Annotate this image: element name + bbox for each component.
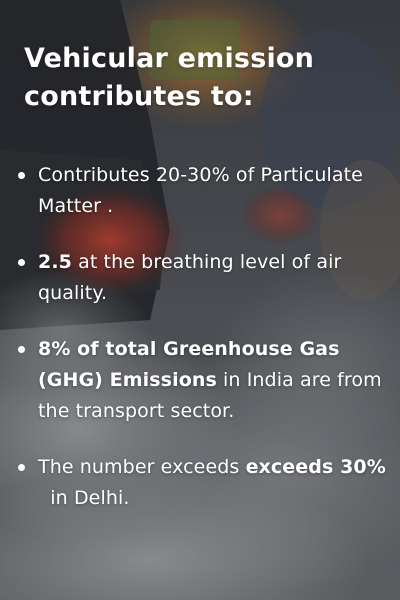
bullet-item: 8% of total Greenhouse Gas (GHG) Emissio… [16, 334, 388, 427]
bullet-text: The number exceeds [38, 456, 246, 478]
bullet-icon [18, 259, 25, 266]
bullet-icon [18, 464, 25, 471]
bullet-text: Contributes 20-30% of Particulate Matter… [38, 164, 363, 217]
bullet-item: The number exceeds exceeds 30% in Delhi. [16, 452, 388, 514]
page-title: Vehicular emission contributes to: [24, 43, 315, 112]
bullet-item: 2.5 at the breathing level of air qualit… [16, 247, 388, 309]
bullet-text: in India are from the transport sector. [38, 369, 382, 422]
bullet-text-bold: exceeds 30% [245, 456, 386, 478]
bullet-item: Contributes 20-30% of Particulate Matter… [16, 160, 388, 222]
bullet-list: Contributes 20-30% of Particulate Matter… [16, 160, 388, 514]
bullet-text: at the breathing level of air quality. [38, 251, 342, 304]
bullet-text: in Delhi. [38, 487, 130, 509]
bullet-icon [18, 172, 25, 179]
bullet-text-bold: 2.5 [38, 251, 72, 273]
bullet-text-bold: 8% of total Greenhouse Gas (GHG) Emissio… [38, 338, 340, 391]
bullet-icon [18, 346, 25, 353]
